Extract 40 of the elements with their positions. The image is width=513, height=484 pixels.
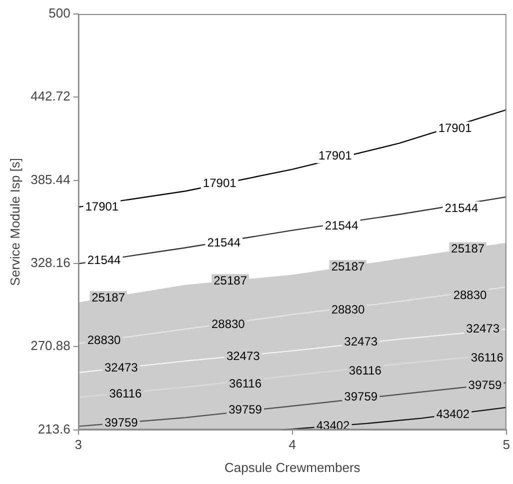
annotation: 36116 xyxy=(348,363,382,378)
annotation: 32473 xyxy=(104,360,138,375)
annotation: 17901 xyxy=(202,176,237,190)
annotation: 25187 xyxy=(214,273,248,288)
y-tick-label: 270.88 xyxy=(30,338,70,354)
annotation: 21544 xyxy=(444,200,478,215)
annotation: 25187 xyxy=(451,242,485,256)
annotation: 39759 xyxy=(344,390,378,404)
annotation: 28830 xyxy=(331,302,366,316)
y-tick-label: 442.72 xyxy=(30,88,70,104)
y-tick-label: 385.44 xyxy=(30,172,70,187)
annotation: 25187 xyxy=(331,259,366,274)
annotation: 17901 xyxy=(85,199,119,214)
annotation: 36116 xyxy=(470,350,504,364)
annotation: 17901 xyxy=(438,121,472,136)
annotation: 21544 xyxy=(207,236,241,250)
y-tick-label: 328.16 xyxy=(30,255,70,270)
x-tick-label: 4 xyxy=(288,437,296,452)
x-tick-label: 5 xyxy=(502,437,510,452)
annotation: 25187 xyxy=(92,290,126,304)
annotation: 39759 xyxy=(104,416,138,430)
annotation: 36116 xyxy=(229,376,262,391)
y-axis-title: Service Module Isp [s] xyxy=(7,158,22,286)
annotation: 32473 xyxy=(466,321,500,336)
annotation: 39759 xyxy=(228,402,262,417)
y-tick-label: 500 xyxy=(48,6,70,21)
annotation: 21544 xyxy=(87,253,122,268)
annotation: 36116 xyxy=(109,386,142,401)
y-tick-label: 213.6 xyxy=(38,421,70,436)
annotation: 32473 xyxy=(344,334,378,348)
annotation: 21544 xyxy=(324,218,359,232)
annotation: 28830 xyxy=(211,317,246,331)
annotation: 17901 xyxy=(318,148,352,163)
annotation: 43402 xyxy=(436,407,470,422)
annotation: 28830 xyxy=(453,288,488,302)
x-tick-label: 3 xyxy=(74,437,82,452)
annotation: 28830 xyxy=(87,332,122,347)
x-axis-title: Capsule Crewmembers xyxy=(224,460,361,475)
annotation: 32473 xyxy=(226,348,260,363)
annotation: 39759 xyxy=(468,378,502,392)
